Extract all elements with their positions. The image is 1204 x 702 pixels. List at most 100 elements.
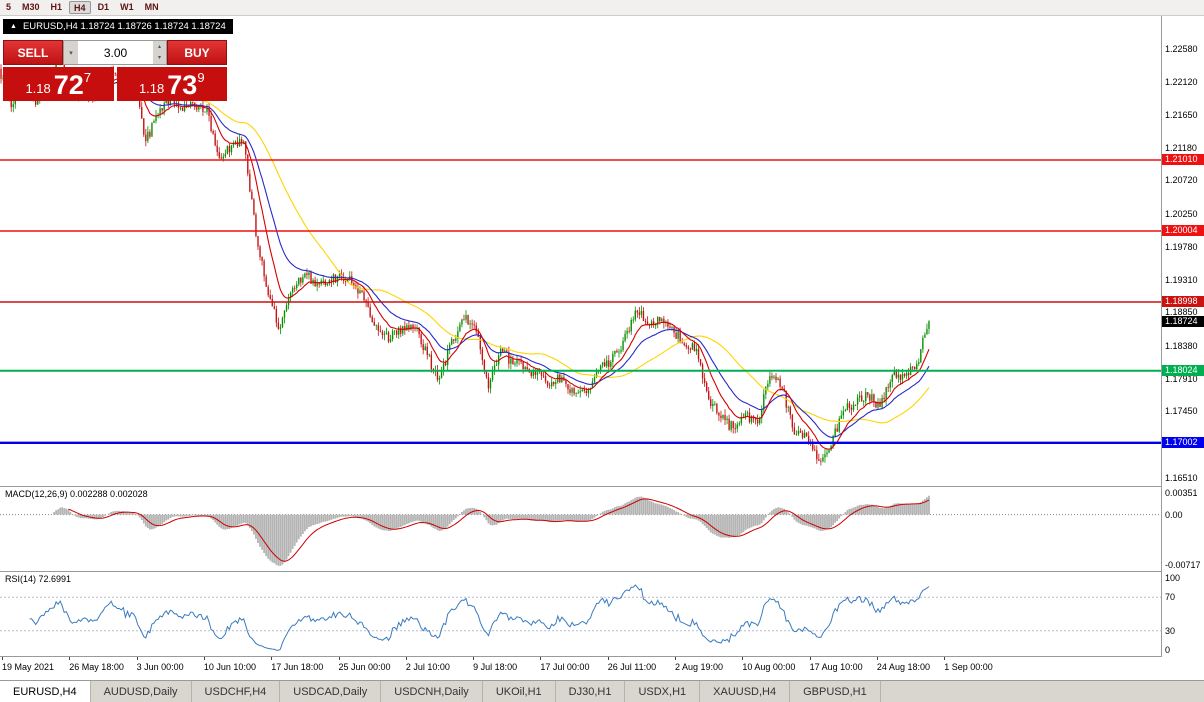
rsi-scale-label: 100 — [1165, 573, 1181, 583]
time-tick — [473, 657, 475, 660]
time-axis-label: 9 Jul 18:00 — [473, 662, 518, 672]
timeframe-button-5[interactable]: 5 — [6, 2, 12, 12]
chart-marker-icon: ▲ — [10, 23, 17, 30]
price-tick-label: 1.22120 — [1165, 76, 1198, 87]
chart-tab-bar: EURUSD,H4 AUDUSD,Daily USDCHF,H4 USDCAD,Dai… — [0, 680, 1204, 702]
time-tick — [675, 657, 677, 660]
rsi-scale-label: 70 — [1165, 592, 1176, 603]
rsi-indicator-panel[interactable] — [0, 572, 1161, 656]
timeframe-toolbar: 5 M30 H1 H4 D1 W1 MN — [0, 0, 1204, 16]
timeframe-button-mn[interactable]: MN — [144, 2, 159, 12]
time-axis[interactable]: 19 May 2021 26 May 18:00 3 Jun 00:00 10 Jun… — [0, 657, 1204, 680]
time-axis-label: 17 Jun 18:00 — [271, 662, 324, 672]
time-axis-label: 24 Aug 18:00 — [876, 662, 930, 672]
macd-title: MACD(12,26,9) 0.002288 0.002028 — [5, 489, 148, 499]
time-tick — [136, 657, 138, 660]
volume-down-button[interactable]: ▾ — [153, 52, 166, 64]
time-axis-label: 3 Jun 00:00 — [136, 662, 184, 672]
chart-tab-dj30-h1[interactable]: DJ30,H1 — [556, 681, 626, 702]
chart-tab-usdx-h1[interactable]: USDX,H1 — [625, 681, 701, 702]
chart-tab-usdchf-h4[interactable]: USDCHF,H4 — [192, 681, 281, 702]
sell-price-pips: 72 — [53, 70, 84, 100]
panel-separator[interactable] — [0, 486, 1204, 487]
time-axis-label: 1 Sep 00:00 — [944, 662, 993, 672]
price-tick-label: 1.16510 — [1165, 472, 1198, 483]
ohlc-info-bar: ▲ EURUSD,H4 1.18724 1.18726 1.18724 1.18… — [3, 19, 233, 34]
time-axis-label: 10 Aug 00:00 — [742, 662, 796, 672]
time-axis-label: 26 Jul 11:00 — [607, 662, 657, 672]
time-tick — [338, 657, 340, 660]
macd-scale-label: 0.00351 — [1165, 488, 1198, 498]
ohlc-text: EURUSD,H4 1.18724 1.18726 1.18724 1.1872… — [22, 21, 226, 32]
one-click-trading-widget: SELL ▾ ▴ ▾ BUY 1.18 72 7 1.18 73 9 — [3, 40, 227, 101]
axis-separator — [0, 656, 1204, 657]
buy-price-pips: 73 — [167, 70, 198, 100]
time-tick — [876, 657, 878, 660]
time-tick — [809, 657, 811, 660]
volume-decrease-button[interactable]: ▾ — [64, 41, 78, 64]
level-price-label: 1.18998 — [1162, 296, 1204, 308]
buy-price-figure: 1.18 — [138, 81, 165, 96]
volume-control: ▾ ▴ ▾ — [63, 40, 167, 65]
price-tick-label: 1.18850 — [1165, 307, 1198, 318]
buy-button[interactable]: BUY — [167, 40, 227, 65]
level-price-label: 1.21010 — [1162, 154, 1204, 166]
panel-separator[interactable] — [0, 571, 1204, 572]
timeframe-button-m30[interactable]: M30 — [22, 2, 40, 12]
price-tick-label: 1.22580 — [1165, 44, 1198, 55]
time-tick — [271, 657, 273, 660]
price-tick-label: 1.17450 — [1165, 406, 1198, 417]
level-price-label: 1.18024 — [1162, 365, 1204, 377]
price-tick-label: 1.18380 — [1165, 340, 1198, 351]
time-tick — [742, 657, 744, 660]
time-axis-label: 25 Jun 00:00 — [338, 662, 391, 672]
time-axis-label: 2 Aug 19:00 — [675, 662, 724, 672]
timeframe-button-w1[interactable]: W1 — [120, 2, 134, 12]
rsi-title: RSI(14) 72.6991 — [5, 574, 72, 584]
macd-scale-label: 0.00 — [1165, 509, 1183, 520]
price-tick-label: 1.19310 — [1165, 274, 1198, 285]
macd-indicator-panel[interactable] — [0, 487, 1161, 571]
time-tick — [2, 657, 3, 660]
time-tick — [405, 657, 407, 660]
time-axis-label: 2 Jul 10:00 — [405, 662, 450, 672]
sell-price-figure: 1.18 — [25, 81, 51, 96]
time-axis-label: 26 May 18:00 — [69, 662, 124, 672]
chart-tab-eurusd-h4[interactable]: EURUSD,H4 — [0, 681, 91, 702]
price-tick-label: 1.21650 — [1165, 109, 1198, 120]
time-tick — [607, 657, 609, 660]
chart-tab-xauusd-h4[interactable]: XAUUSD,H4 — [700, 681, 791, 702]
price-tick-label: 1.20250 — [1165, 208, 1198, 219]
rsi-scale-label: 0 — [1165, 645, 1171, 655]
chart-tab-gbpusd-h1[interactable]: GBPUSD,H1 — [790, 681, 881, 702]
chart-tab-audusd-daily[interactable]: AUDUSD,Daily — [91, 681, 192, 702]
timeframe-button-h1[interactable]: H1 — [50, 2, 63, 12]
macd-scale-label: -0.00717 — [1165, 560, 1201, 570]
volume-spinner: ▴ ▾ — [153, 41, 166, 64]
volume-up-button[interactable]: ▴ — [153, 41, 166, 53]
chart-tab-usdcnh-daily[interactable]: USDCNH,Daily — [381, 681, 483, 702]
sell-price-point: 7 — [83, 70, 92, 85]
time-tick — [540, 657, 542, 660]
chart-tab-usdcad-daily[interactable]: USDCAD,Daily — [280, 681, 382, 702]
timeframe-button-d1[interactable]: D1 — [97, 2, 110, 12]
sell-price-display[interactable]: 1.18 72 7 — [3, 67, 114, 101]
price-scale[interactable]: 1.22580 1.22120 1.21650 1.21180 1.20720 1.202… — [1162, 16, 1204, 657]
time-axis-label: 19 May 2021 — [2, 662, 55, 672]
time-axis-label: 17 Aug 10:00 — [809, 662, 863, 672]
timeframe-button-h4[interactable]: H4 — [69, 1, 91, 14]
level-price-label: 1.17002 — [1162, 437, 1204, 449]
time-tick — [944, 657, 946, 660]
time-axis-label: 17 Jul 00:00 — [540, 662, 590, 672]
chart-tab-ukoil-h1[interactable]: UKOil,H1 — [483, 681, 556, 702]
time-tick — [203, 657, 205, 660]
current-price-label: 1.18724 — [1162, 315, 1204, 327]
rsi-scale-label: 30 — [1165, 625, 1176, 636]
price-tick-label: 1.20720 — [1165, 175, 1198, 186]
level-price-label: 1.20004 — [1162, 225, 1204, 237]
price-tick-label: 1.17910 — [1165, 373, 1198, 384]
sell-button[interactable]: SELL — [3, 40, 63, 65]
buy-price-display[interactable]: 1.18 73 9 — [116, 67, 227, 101]
volume-input[interactable] — [78, 41, 153, 64]
